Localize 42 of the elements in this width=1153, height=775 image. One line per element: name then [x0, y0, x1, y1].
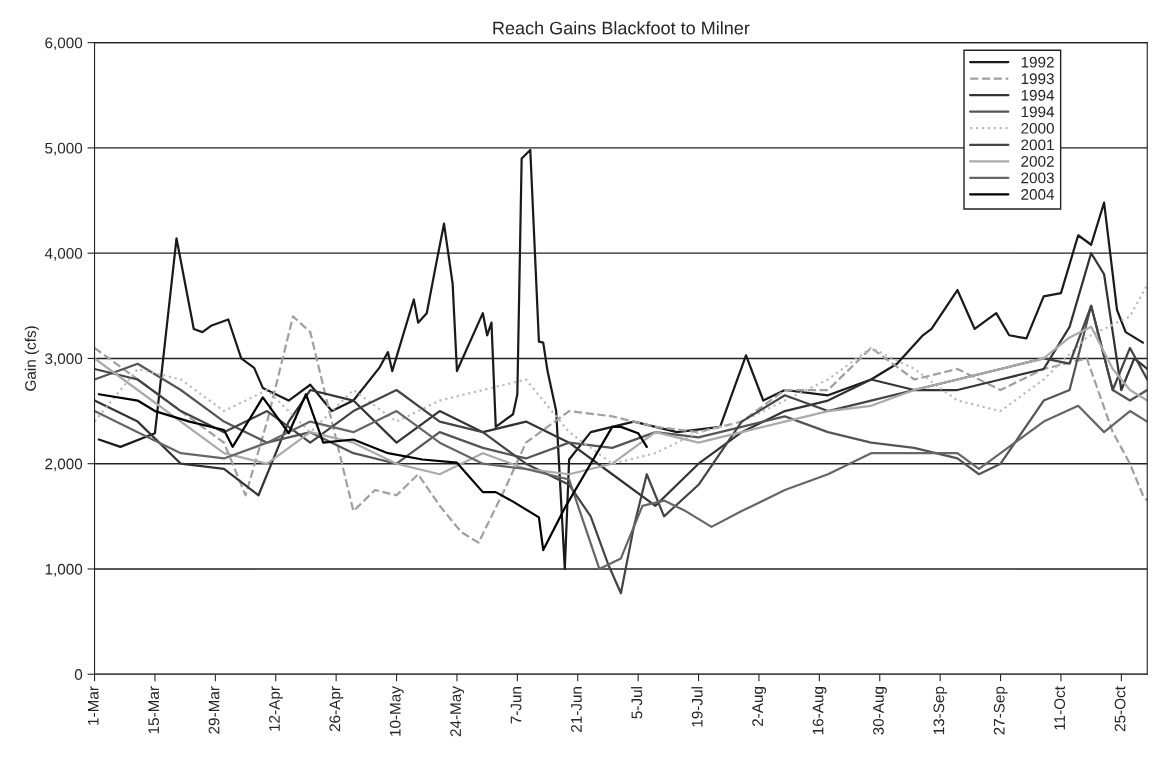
- y-tick-label: 1,000: [45, 563, 83, 577]
- x-tick-label: 13-Sep: [933, 686, 948, 735]
- x-tick-label: 25-Oct: [1114, 686, 1126, 732]
- y-tick-label: 0: [74, 669, 83, 680]
- legend-label: 1993: [1021, 73, 1054, 85]
- y-axis-title: Gain (cfs): [24, 326, 39, 391]
- x-tick-label: 1-Mar: [87, 686, 99, 725]
- x-tick-label: 24-May: [450, 686, 465, 737]
- line-series: [94, 315, 1148, 544]
- x-tick-label: 15-Mar: [148, 686, 160, 734]
- x-tick-label: 12-Apr: [269, 686, 283, 731]
- line-series: [94, 404, 1148, 571]
- x-tick-label: 29-Mar: [208, 686, 220, 734]
- legend-label: 2002: [1021, 155, 1054, 167]
- y-tick-label: 3,000: [45, 353, 83, 366]
- line-series: [94, 252, 1148, 507]
- y-tick-label: 5,000: [45, 142, 83, 156]
- x-tick-label: 5-Jul: [631, 687, 643, 719]
- x-tick-label: 16-Aug: [812, 687, 827, 735]
- x-tick-label: 27-Sep: [993, 686, 1008, 735]
- legend-label: 1994: [1021, 106, 1055, 118]
- legend-label: 2003: [1021, 172, 1054, 184]
- x-tick-label: 10-May: [389, 686, 404, 736]
- x-tick-label: 11-Oct: [1054, 686, 1066, 730]
- line-series: [94, 304, 1148, 595]
- chart-title: Reach Gains Blackfoot to Milner: [493, 21, 750, 35]
- y-tick-label: 4,000: [44, 248, 83, 261]
- x-tick-label: 21-Jun: [571, 687, 582, 732]
- legend-label: 1994: [1021, 89, 1055, 101]
- x-tick-label: 26-Apr: [329, 686, 344, 732]
- x-tick-label: 19-Jul: [691, 687, 703, 727]
- x-tick-label: 7-Jun: [510, 687, 522, 724]
- legend-label: 2000: [1021, 122, 1054, 134]
- line-series: [97, 393, 648, 552]
- legend-label: 2001: [1021, 139, 1054, 151]
- legend-label: 2004: [1021, 189, 1055, 200]
- x-tick-label: 30-Aug: [873, 687, 887, 735]
- line-series: [94, 283, 1148, 465]
- y-tick-label: 6,000: [45, 37, 83, 51]
- y-tick-label: 2,000: [45, 458, 83, 472]
- legend-label: 1992: [1021, 56, 1054, 68]
- x-tick-label: 2-Aug: [752, 687, 767, 727]
